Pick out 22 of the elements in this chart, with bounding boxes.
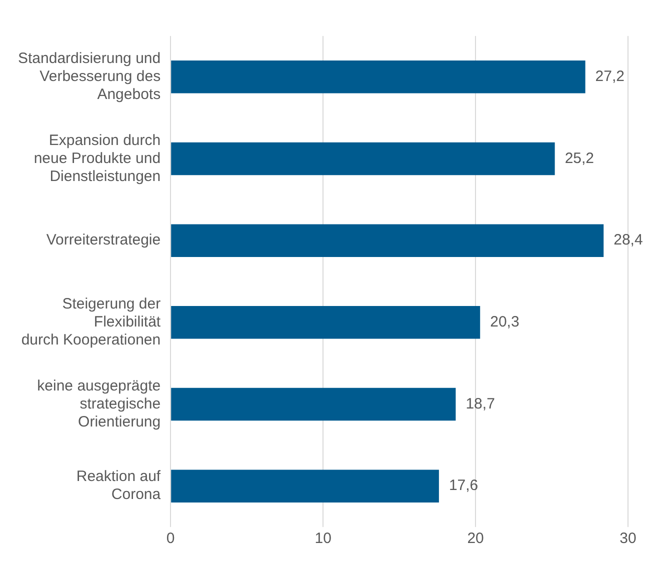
bar [171, 388, 456, 421]
y-tick-label: Standardisierung und Verbesserung des Angebots [18, 50, 161, 104]
bar [171, 306, 480, 339]
data-label: 25,2 [564, 150, 594, 167]
bar [171, 224, 604, 257]
y-tick-label: Reaktion auf Corona [76, 468, 162, 504]
data-label: 20,3 [490, 314, 520, 331]
data-label: 18,7 [466, 395, 495, 412]
y-tick-label: Vorreiterstrategie [46, 232, 161, 249]
bar [171, 470, 439, 502]
x-tick-label: 20 [467, 530, 484, 548]
bar [171, 142, 555, 176]
y-tick-label: Steigerung der Flexibilität durch Kooperationen [21, 296, 162, 349]
data-label: 17,6 [448, 477, 478, 494]
x-tick-label: 30 [620, 530, 636, 548]
x-tick-label: 0 [166, 530, 175, 548]
bar [171, 60, 586, 94]
y-tick-label: Expansion durch neue Produkte und Dienstleistungen [34, 132, 161, 185]
data-label: 28,4 [614, 232, 643, 249]
data-label: 27,2 [595, 68, 625, 86]
y-tick-label: keine ausgeprägte strategische Orientierung [37, 377, 161, 430]
x-tick-label: 10 [314, 530, 332, 548]
